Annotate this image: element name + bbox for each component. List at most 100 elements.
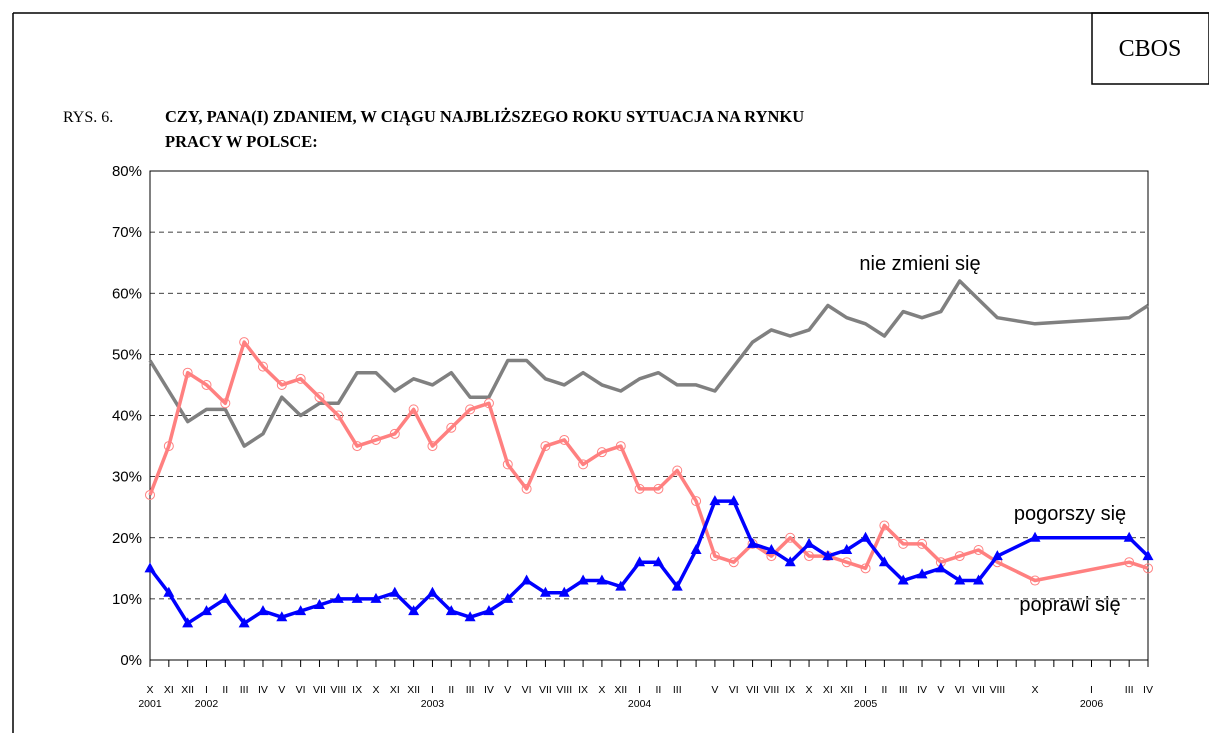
point [539, 586, 551, 597]
x-tick-label: XI [823, 684, 833, 696]
x-tick-label: III [673, 684, 682, 696]
point [1124, 557, 1135, 568]
point [219, 592, 231, 603]
y-tick-label: 70% [112, 224, 142, 241]
x-tick-label: I [638, 684, 641, 696]
x-year-label: 2001 [138, 698, 162, 710]
x-tick-label: III [466, 684, 475, 696]
point [502, 459, 513, 470]
point [690, 543, 702, 554]
x-tick-label: III [1125, 684, 1134, 696]
point [785, 532, 796, 543]
x-year-label: 2005 [854, 698, 878, 710]
point [559, 434, 570, 445]
x-tick-label: IV [484, 684, 494, 696]
y-tick-label: 0% [120, 652, 142, 669]
point [502, 592, 514, 603]
point [615, 580, 627, 591]
x-tick-label: VI [522, 684, 532, 696]
x-tick-label: XI [390, 684, 400, 696]
x-tick-label: X [372, 684, 379, 696]
x-tick-label: V [504, 684, 511, 696]
point [351, 592, 363, 603]
point [276, 379, 287, 390]
point [145, 489, 155, 500]
point [765, 543, 777, 554]
x-tick-label: I [205, 684, 208, 696]
x-tick-label: II [881, 684, 887, 696]
x-year-label: 2004 [628, 698, 652, 710]
point [427, 441, 438, 452]
x-tick-label: IX [785, 684, 795, 696]
x-tick-label: V [278, 684, 285, 696]
point [370, 434, 381, 445]
x-tick-label: III [240, 684, 249, 696]
x-tick-label: XI [164, 684, 174, 696]
x-tick-label: V [937, 684, 944, 696]
point [464, 611, 476, 622]
point [860, 531, 872, 542]
x-tick-label: VII [972, 684, 985, 696]
point [201, 379, 212, 390]
series-line [148, 340, 1149, 583]
point [841, 543, 853, 554]
point [483, 398, 494, 409]
plot-area [149, 170, 1149, 661]
point [333, 410, 344, 421]
x-tick-label: VI [729, 684, 739, 696]
point [615, 441, 626, 452]
title-line: CZY, PANA(I) ZDANIEM, W CIĄGU NAJBLIŻSZE… [165, 107, 804, 126]
x-tick-label: IX [352, 684, 362, 696]
point [521, 574, 533, 585]
point [465, 404, 476, 415]
x-tick-label: VII [313, 684, 326, 696]
x-tick-label: V [711, 684, 718, 696]
point [634, 483, 645, 494]
point [1123, 531, 1135, 542]
x-tick-label: X [1032, 684, 1039, 696]
point [446, 422, 457, 433]
x-tick-label: VIII [330, 684, 346, 696]
point [747, 537, 759, 548]
point [239, 337, 250, 348]
point [408, 404, 419, 415]
x-tick-label: II [222, 684, 228, 696]
point [596, 574, 608, 585]
point [803, 537, 815, 548]
x-tick-label: IV [258, 684, 268, 696]
point [954, 551, 965, 562]
point [370, 592, 382, 603]
point [860, 563, 871, 574]
x-tick-label: VIII [764, 684, 780, 696]
x-tick-label: VII [746, 684, 759, 696]
point [276, 611, 288, 622]
x-tick-label: I [1090, 684, 1093, 696]
point [879, 520, 890, 531]
x-tick-label: IV [917, 684, 927, 696]
point [916, 568, 928, 579]
point [220, 398, 231, 409]
point [577, 574, 589, 585]
point [163, 441, 174, 452]
x-tick-label: II [448, 684, 454, 696]
point [973, 574, 985, 585]
point [295, 373, 306, 384]
x-tick-label: VI [955, 684, 965, 696]
point [1143, 563, 1153, 574]
point [898, 538, 909, 549]
point [804, 551, 815, 562]
point [935, 562, 947, 573]
x-tick-label: VIII [556, 684, 572, 696]
point [822, 550, 834, 561]
y-tick-label: 60% [112, 285, 142, 302]
point [917, 538, 928, 549]
point [1029, 531, 1041, 542]
point [182, 617, 194, 628]
badge-box [1091, 12, 1209, 85]
point [445, 605, 457, 616]
point [257, 361, 268, 372]
point [521, 483, 532, 494]
point [313, 598, 325, 609]
